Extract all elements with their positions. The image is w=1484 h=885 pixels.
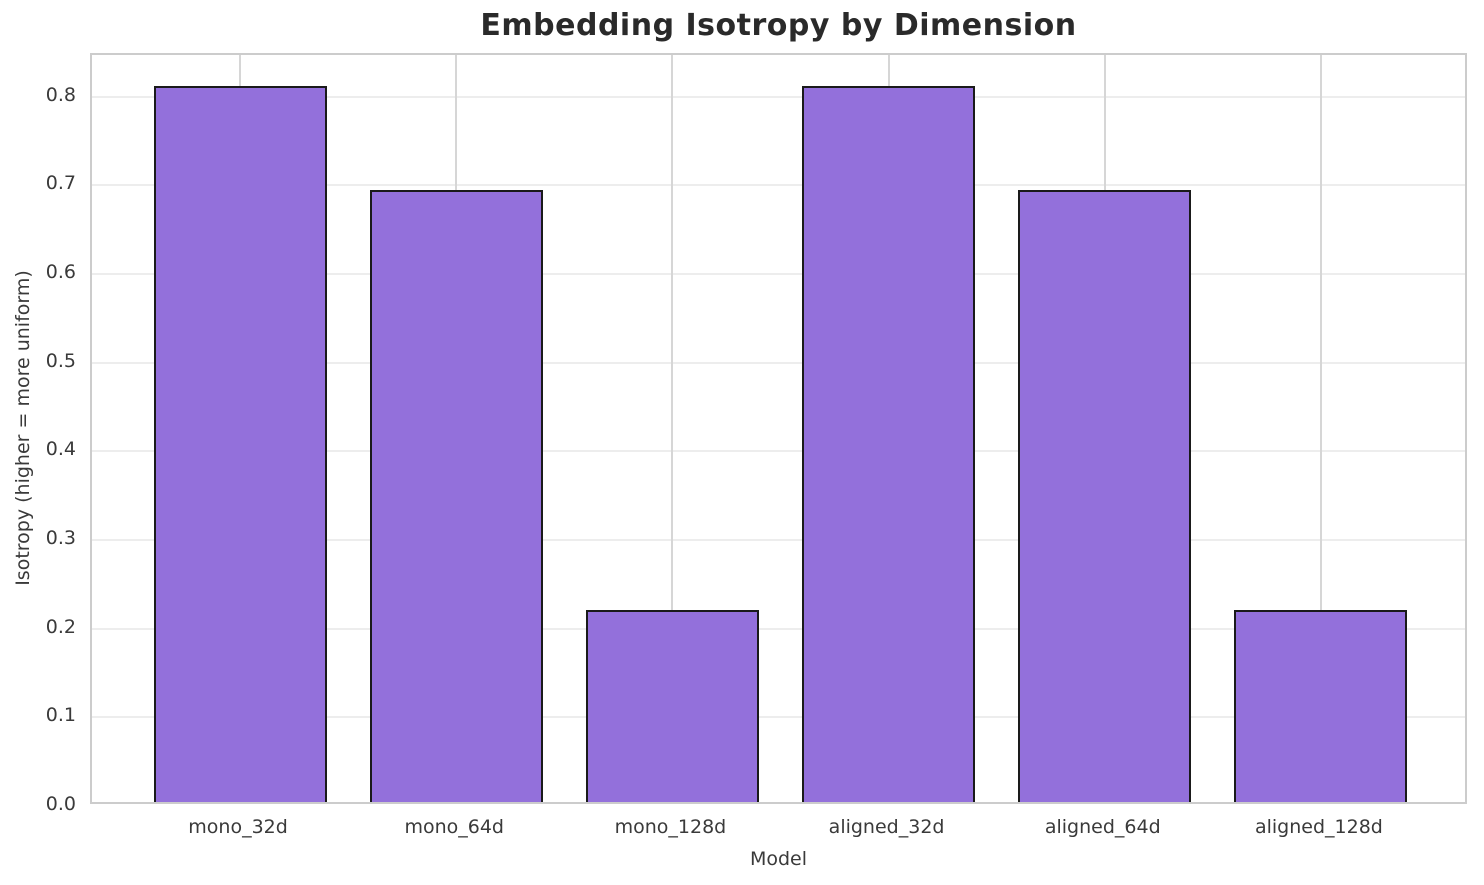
x-tick-label-mono_128d: mono_128d	[614, 816, 727, 838]
x-tick-label-aligned_64d: aligned_64d	[1044, 816, 1161, 838]
x-tick-label-mono_32d: mono_32d	[188, 816, 288, 838]
horizontal-gridline	[92, 627, 1465, 630]
horizontal-gridline	[92, 184, 1465, 187]
x-tick-label-mono_64d: mono_64d	[404, 816, 504, 838]
horizontal-gridline	[92, 539, 1465, 541]
bar-mono_64d	[369, 190, 543, 802]
horizontal-gridline	[92, 716, 1465, 719]
bar-mono_128d	[585, 610, 759, 802]
x-tick-label-aligned_128d: aligned_128d	[1254, 816, 1383, 838]
bar-aligned_128d	[1234, 610, 1408, 802]
bar-mono_32d	[153, 86, 327, 802]
vertical-gridline	[671, 55, 674, 802]
y-tick-label: 0.2	[45, 615, 76, 638]
y-tick-label: 0.7	[45, 172, 76, 195]
vertical-gridline	[1319, 55, 1322, 802]
y-tick-label: 0.8	[45, 83, 76, 106]
y-tick-label: 0.1	[45, 704, 76, 727]
horizontal-gridline	[92, 95, 1465, 98]
x-tick-label-aligned_32d: aligned_32d	[828, 816, 945, 838]
bar-aligned_64d	[1018, 190, 1192, 802]
horizontal-gridline	[92, 361, 1465, 364]
chart-title: Embedding Isotropy by Dimension	[480, 8, 1077, 43]
bar-aligned_32d	[802, 86, 976, 802]
horizontal-gridline	[92, 273, 1465, 275]
x-axis-label: Model	[749, 848, 808, 870]
y-tick-label: 0.4	[45, 438, 76, 461]
y-tick-label: 0.6	[45, 261, 76, 283]
y-tick-label: 0.0	[45, 793, 76, 815]
y-tick-label: 0.5	[45, 349, 76, 372]
plot-area	[90, 53, 1467, 804]
horizontal-gridline	[92, 450, 1465, 453]
y-tick-label: 0.3	[45, 527, 76, 549]
